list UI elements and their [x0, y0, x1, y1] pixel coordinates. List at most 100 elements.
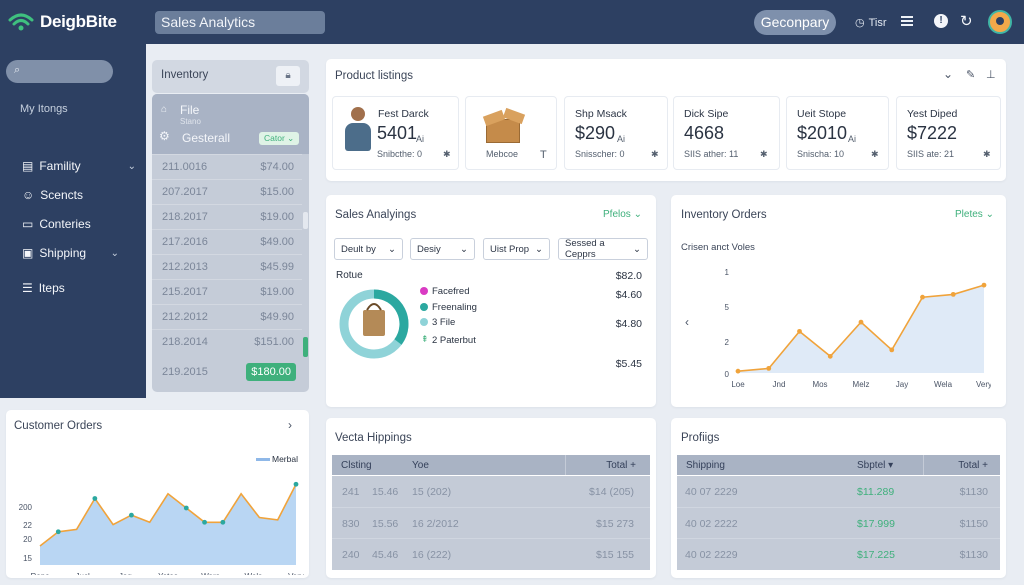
density-dropdown[interactable]: Desiy ⌄: [410, 238, 475, 260]
x-tick-label: Wara: [201, 572, 220, 575]
tile-button[interactable]: ◷ Tisr: [855, 16, 887, 30]
status-badge[interactable]: Cator ⌄: [259, 132, 300, 145]
sidebar-item-iteps[interactable]: ☰ Iteps: [22, 281, 65, 295]
star-icon[interactable]: ✱: [651, 149, 659, 159]
general-label: Gesterall: [182, 131, 231, 145]
table-body: 241 15.46 15 (202) $14 (205) 830 15.56 16 2/2…: [332, 476, 650, 570]
table-row[interactable]: 218.2014 $151.00: [152, 329, 302, 354]
table-row[interactable]: 830 15.56 16 2/2012 $15 273: [332, 507, 650, 538]
sidebar-item-famility[interactable]: ▤ Famility ⌄: [22, 159, 136, 173]
y-tick-label: 22: [23, 521, 32, 530]
edit-icon[interactable]: ✎: [966, 69, 976, 81]
legend-label: Freenaling: [432, 302, 477, 313]
pin-icon[interactable]: T: [540, 149, 547, 161]
chevron-down-icon: ⌄: [127, 160, 136, 172]
series-line: [39, 483, 297, 547]
star-icon[interactable]: ✱: [983, 149, 991, 159]
inventory-list: ⌂ File Stano ⚙ Gesterall Cator ⌄ 211.001…: [152, 94, 309, 392]
sidebar-item-scencts[interactable]: ☺ Scencts: [22, 188, 83, 202]
inventory-orders-title: Inventory Orders: [681, 209, 767, 221]
list-prop-dropdown[interactable]: Uist Prop ⌄: [483, 238, 550, 260]
sales-value: $4.60: [615, 289, 642, 301]
profiles-card: Profiigs Shipping Sbptel ▾ Total + 40 07…: [671, 418, 1006, 578]
table-row[interactable]: 40 07 2229 $11.289 $1130: [685, 486, 988, 498]
inventory-header: Inventory 🔒︎: [152, 60, 309, 93]
chevron-right-icon[interactable]: ›: [288, 418, 292, 432]
x-tick-label: Rone: [30, 572, 50, 575]
table-row[interactable]: 215.2017 $19.00: [152, 279, 302, 304]
inventory-scrollbar[interactable]: [303, 212, 308, 229]
inventory-orders-chart: 0 2 5 1 Loe Jnd Mos Melz Jay Wela Very: [725, 268, 991, 389]
customer-orders-chart: 15 20 22 200 Rone Jucl Jag Yetes Wara Wels Var…: [19, 481, 304, 575]
list-icon: ☰: [22, 281, 33, 295]
sidebar-search-input[interactable]: ⌕: [6, 60, 113, 83]
top-search-input[interactable]: Sales Analytics: [155, 11, 325, 34]
sidebar-item-shipping[interactable]: ▣ Shipping ⌄: [22, 246, 119, 260]
inventory-orders-filter[interactable]: Pletes ⌄: [955, 209, 994, 220]
sort-dropdown[interactable]: Deult by ⌄: [334, 238, 403, 260]
x-tick-label: Jag: [119, 572, 132, 575]
table-row[interactable]: 240 45.46 16 (222) $15 155: [332, 538, 650, 569]
product-card[interactable]: Mebcoe T: [465, 96, 557, 170]
box-icon: ▣: [22, 246, 34, 260]
legend-dot: [420, 303, 428, 311]
y-tick-label: 2: [725, 338, 730, 347]
y-tick-label: 15: [23, 554, 32, 563]
table-row[interactable]: 219.2015 $180.00: [152, 360, 302, 385]
chevron-down-icon[interactable]: ⌄: [943, 67, 954, 81]
product-card[interactable]: Ueit Stope $2010 Ai Snischa: 10 ✱: [786, 96, 889, 170]
sales-card: Sales Analyings Pfelos ⌄ Deult by ⌄ Desiy…: [326, 195, 656, 407]
table-row[interactable]: 241 15.46 15 (202) $14 (205): [342, 486, 634, 498]
brand-logo[interactable]: DeigbBite: [8, 10, 138, 34]
data-point: [889, 347, 895, 353]
sales-value: $4.80: [615, 318, 642, 330]
chevron-down-icon: ⌄: [110, 247, 119, 259]
x-tick-label: Mos: [812, 380, 827, 389]
chevron-down-icon: ⌄: [633, 243, 641, 255]
sales-filter-link[interactable]: Pfelos ⌄: [603, 209, 642, 220]
avatar[interactable]: [988, 10, 1012, 34]
chevron-left-icon[interactable]: ‹: [685, 315, 689, 329]
legend-line: [256, 458, 270, 461]
data-point: [293, 481, 299, 487]
star-icon[interactable]: ✱: [871, 149, 879, 159]
product-card[interactable]: Shp Msack $290 Ai Snisscher: 0 ✱: [564, 96, 668, 170]
sidebar-item-conteries[interactable]: ▭ Conteries: [22, 217, 91, 231]
table-row[interactable]: 40 02 2222 $17.999 $1150: [677, 507, 1000, 538]
vecta-title: Vecta Hippings: [335, 432, 412, 444]
table-row[interactable]: 218.2017 $19.00: [152, 204, 302, 229]
table-row[interactable]: 212.2013 $45.99: [152, 254, 302, 279]
pin-icon: ⇞: [421, 334, 429, 344]
star-icon[interactable]: ✱: [760, 149, 768, 159]
product-card[interactable]: Yest Diped $7222 SIIS ate: 21 ✱: [896, 96, 1001, 170]
table-header: Clsting Yoe Total +: [332, 455, 650, 475]
company-pill-button[interactable]: Geconpary: [754, 10, 836, 35]
menu-icon[interactable]: [901, 15, 913, 27]
product-card[interactable]: Fest Darck 5401 Ai Snibcthe: 0 ✱: [332, 96, 459, 170]
inventory-file-block: ⌂ File Stano ⚙ Gesterall Cator ⌄: [152, 94, 309, 154]
sidebar: [0, 44, 146, 398]
table-row[interactable]: 217.2016 $49.00: [152, 229, 302, 254]
x-tick-label: Very: [976, 380, 991, 389]
refresh-icon[interactable]: ↻: [960, 13, 973, 30]
customer-orders-card: Customer Orders › Merbal 15 20 22 200 Ro…: [6, 410, 309, 578]
file-icon: ⌂: [161, 104, 168, 115]
info-icon[interactable]: !: [934, 14, 948, 28]
legend-label: 2 Paterbut: [432, 335, 476, 346]
data-point: [766, 365, 772, 371]
star-icon[interactable]: ✱: [443, 149, 451, 159]
data-point: [950, 291, 956, 297]
table-row[interactable]: 211.0016 $74.00: [152, 154, 302, 179]
x-tick-label: Vary: [288, 572, 304, 575]
table-row[interactable]: 207.2017 $15.00: [152, 179, 302, 204]
box-photo: [482, 107, 526, 145]
segment-dropdown[interactable]: Sessed a Cepprs ⌄: [558, 238, 648, 260]
legend-label: Merbal: [272, 454, 298, 464]
profiles-title: Profiigs: [681, 432, 720, 444]
table-row[interactable]: 40 02 2229 $17.225 $1130: [677, 538, 1000, 569]
pin-icon[interactable]: ⊥: [986, 69, 996, 81]
product-card[interactable]: Dick Sipe 4668 SIIS ather: 11 ✱: [673, 96, 780, 170]
chevron-down-icon: ⌄: [535, 243, 543, 255]
table-row[interactable]: 212.2012 $49.90: [152, 304, 302, 329]
lock-icon[interactable]: 🔒︎: [276, 66, 300, 86]
